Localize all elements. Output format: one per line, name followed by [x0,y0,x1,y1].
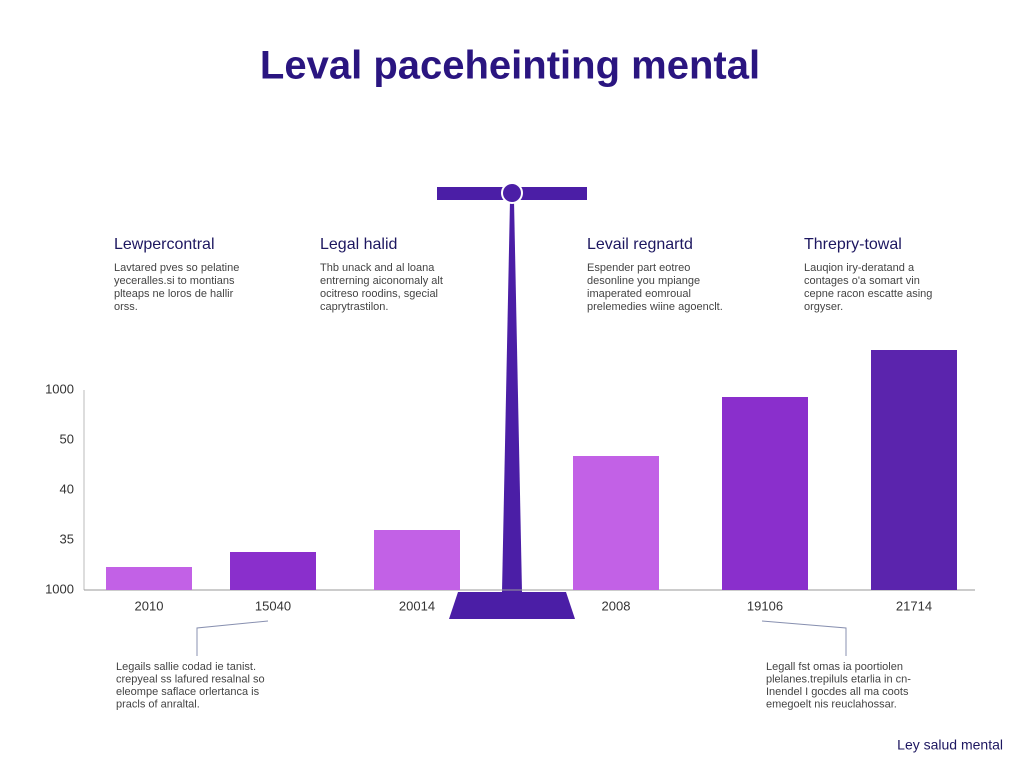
bar [230,552,316,590]
connectors [196,620,847,656]
x-tick-label: 20014 [399,598,435,613]
panel-text: desonline you mpiange [587,275,700,287]
bar [722,397,808,590]
panel-text: prelemedies wiine agoenclt. [587,301,723,313]
panel-text: cepne racon escatte asing [804,288,932,300]
chart-title: Leval paceheinting mental [260,44,760,88]
bar [106,567,192,590]
bar [871,350,957,590]
panel-heading: Lewpercontral [114,236,215,253]
x-tick-label: 19106 [747,598,783,613]
y-tick-label: 40 [60,481,74,496]
panel-heading: Threpry-towal [804,236,902,253]
panel-heading: Levail regnartd [587,236,693,253]
note-text: Legails sallie codad ie tanist. [116,661,256,673]
bar [374,530,460,590]
y-tick-label: 1000 [45,581,74,596]
note-text: eleompe saflace orlertanca is [116,686,260,698]
x-tick-label: 2010 [135,598,164,613]
x-tick-label: 21714 [896,598,932,613]
panel-text: imaperated eomroual [587,288,691,300]
scale-icon [437,182,587,619]
note-text: emegoelt nis reuclahossar. [766,698,897,710]
x-tick-label: 15040 [255,598,291,613]
panel-text: Lavtared pves so pelatine [114,262,239,274]
y-tick-label: 35 [60,531,74,546]
panel-text: contages o'a somart vin [804,275,920,287]
note-text: Inendel I gocdes all ma coots [766,686,909,698]
panel-text: Thb unack and al loana [320,262,435,274]
x-tick-label: 2008 [602,598,631,613]
y-tick-label: 1000 [45,381,74,396]
panel-text: plteaps ne loros de hallir [114,288,234,300]
panel-text: entrerning aiconomaly alt [320,275,443,287]
bar [573,456,659,590]
panel-text: Espender part eotreo [587,262,690,274]
panel-text: Lauqion iry-deratand a [804,262,915,274]
panel-text: caprytrastilon. [320,301,388,313]
note-text: Legall fst omas ia poortiolen [766,661,903,673]
panel-text: ocitreso roodins, sgecial [320,288,438,300]
panel-heading: Legal halid [320,236,397,253]
note-text: crepyeal ss lafured resalnal so [116,673,265,685]
panel-text: yeceralles.si to montians [114,275,235,287]
y-tick-label: 50 [60,431,74,446]
footer: Ley salud mental [897,737,1003,753]
panel-text: orss. [114,301,138,313]
panel-text: orgyser. [804,301,843,313]
note-text: plelanes.trepiluls etarlia in cn- [766,673,911,685]
note-text: pracls of anraltal. [116,698,200,710]
